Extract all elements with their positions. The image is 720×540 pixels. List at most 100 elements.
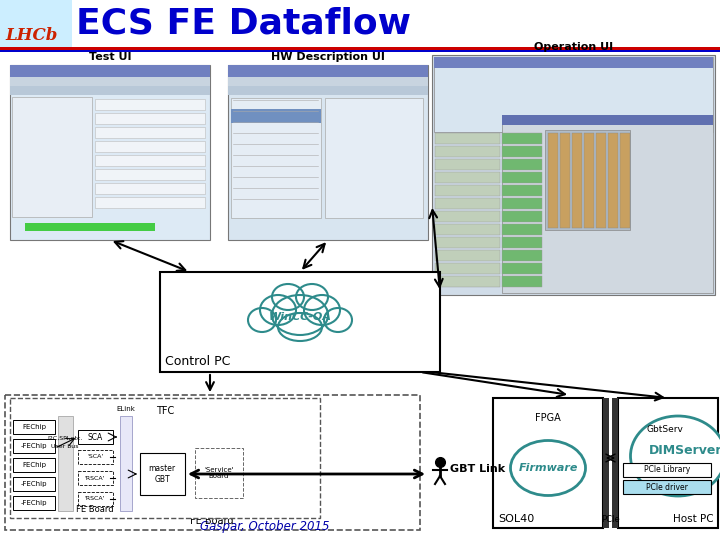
Bar xyxy=(435,185,500,196)
Bar xyxy=(502,185,542,196)
Bar xyxy=(502,115,713,293)
Bar xyxy=(95,99,205,110)
Bar xyxy=(435,263,500,274)
Text: 'Service'
Board: 'Service' Board xyxy=(204,467,234,480)
Text: Operation UI: Operation UI xyxy=(534,42,613,52)
Bar xyxy=(12,97,92,217)
Bar xyxy=(623,463,711,477)
Bar xyxy=(612,398,618,528)
Bar xyxy=(502,237,542,248)
Text: -FEChip: -FEChip xyxy=(21,481,48,487)
Bar xyxy=(596,133,606,228)
Bar xyxy=(95,127,205,138)
Bar xyxy=(120,416,132,511)
Bar xyxy=(10,77,210,86)
Text: 'RSCA': 'RSCA' xyxy=(85,496,105,502)
Text: SCA: SCA xyxy=(87,433,103,442)
Bar xyxy=(0,47,720,50)
Text: FE Board: FE Board xyxy=(76,505,114,514)
Bar xyxy=(78,471,113,485)
Text: ECS FE Dataflow: ECS FE Dataflow xyxy=(76,6,411,40)
Bar xyxy=(13,496,55,510)
Text: Firmware: Firmware xyxy=(518,463,577,473)
Bar xyxy=(502,263,542,274)
Bar xyxy=(502,198,542,209)
Bar xyxy=(195,448,243,498)
Text: master
GBT: master GBT xyxy=(148,464,176,484)
Bar xyxy=(10,65,210,240)
Bar xyxy=(231,109,321,123)
Bar xyxy=(10,398,320,518)
Text: LHCb: LHCb xyxy=(5,27,58,44)
Bar xyxy=(78,492,113,506)
Bar xyxy=(435,276,500,287)
Bar xyxy=(435,224,500,235)
Text: Gaspar, October 2015: Gaspar, October 2015 xyxy=(200,520,330,533)
Bar xyxy=(435,159,500,170)
Bar xyxy=(160,272,440,372)
Bar xyxy=(231,98,321,218)
Text: I2C,SPI,etc.: I2C,SPI,etc. xyxy=(48,436,83,441)
Bar xyxy=(95,141,205,152)
Bar xyxy=(435,250,500,261)
Bar xyxy=(95,197,205,208)
Text: PCIe: PCIe xyxy=(600,515,619,524)
Bar xyxy=(608,133,618,228)
Bar xyxy=(435,198,500,209)
Text: FPGA: FPGA xyxy=(535,413,561,423)
Bar xyxy=(502,146,542,157)
Ellipse shape xyxy=(324,308,352,332)
Bar xyxy=(502,224,542,235)
Text: 'SCA': 'SCA' xyxy=(87,455,103,460)
Bar xyxy=(572,133,582,228)
Text: 9: 9 xyxy=(698,515,710,533)
Text: GbtServ: GbtServ xyxy=(647,426,683,435)
Bar xyxy=(434,57,713,68)
Bar xyxy=(13,420,55,434)
Bar xyxy=(228,65,428,77)
Ellipse shape xyxy=(296,284,328,310)
Bar xyxy=(78,450,113,464)
Ellipse shape xyxy=(631,416,720,496)
Text: Test UI: Test UI xyxy=(89,52,131,62)
Bar xyxy=(228,77,428,86)
Bar xyxy=(95,155,205,166)
Ellipse shape xyxy=(272,284,304,310)
Bar xyxy=(502,172,542,183)
Bar xyxy=(58,416,73,511)
Text: Control PC: Control PC xyxy=(165,355,230,368)
Text: Host PC: Host PC xyxy=(673,514,714,524)
Ellipse shape xyxy=(278,313,322,341)
Bar xyxy=(0,47,72,50)
Bar xyxy=(95,183,205,194)
Bar xyxy=(325,98,423,218)
Text: DIMServer: DIMServer xyxy=(649,443,720,456)
Bar xyxy=(10,65,210,77)
Bar xyxy=(502,276,542,287)
Bar xyxy=(13,439,55,453)
Bar xyxy=(435,237,500,248)
Bar xyxy=(434,57,713,132)
Text: GBT Link: GBT Link xyxy=(450,464,505,474)
Bar xyxy=(502,211,542,222)
Bar xyxy=(493,398,603,528)
Bar xyxy=(0,50,720,52)
Bar xyxy=(502,115,713,125)
Bar xyxy=(10,86,210,95)
Bar xyxy=(435,211,500,222)
Bar xyxy=(78,430,113,444)
Bar xyxy=(435,172,500,183)
Bar xyxy=(623,480,711,494)
Text: WinCC-OA: WinCC-OA xyxy=(269,312,331,322)
Text: -FEChip: -FEChip xyxy=(21,500,48,506)
Bar xyxy=(502,133,542,144)
Bar xyxy=(5,395,420,530)
Bar xyxy=(435,146,500,157)
Bar xyxy=(0,0,72,52)
Bar xyxy=(13,477,55,491)
Bar xyxy=(13,458,55,472)
Bar xyxy=(584,133,594,228)
Bar xyxy=(0,50,72,52)
Bar xyxy=(25,223,155,231)
Ellipse shape xyxy=(304,295,340,325)
